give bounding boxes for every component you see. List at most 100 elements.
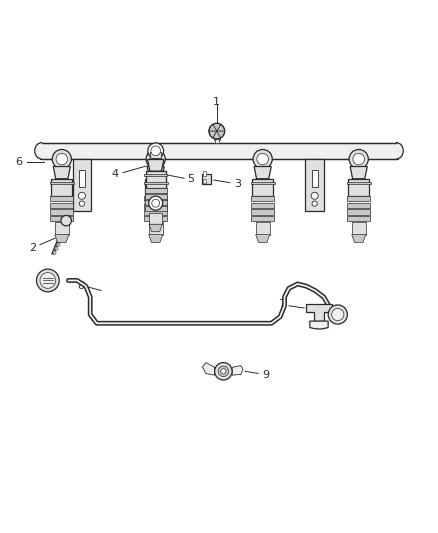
Circle shape <box>152 199 159 207</box>
Circle shape <box>56 154 67 165</box>
Bar <box>40 142 398 159</box>
Circle shape <box>311 192 318 199</box>
Circle shape <box>353 154 364 165</box>
Wedge shape <box>213 131 221 139</box>
Circle shape <box>215 362 232 380</box>
Bar <box>201 174 211 184</box>
Bar <box>146 196 165 201</box>
Circle shape <box>151 146 160 156</box>
Bar <box>396 142 403 159</box>
Circle shape <box>79 201 85 206</box>
Bar <box>145 188 166 193</box>
Bar <box>253 216 272 221</box>
Bar <box>348 179 369 196</box>
Bar <box>352 222 366 235</box>
Circle shape <box>218 366 229 376</box>
Bar <box>145 194 166 199</box>
Bar <box>349 203 368 208</box>
Bar <box>144 203 167 208</box>
Polygon shape <box>55 235 69 243</box>
Circle shape <box>146 149 165 169</box>
Circle shape <box>221 369 226 374</box>
Circle shape <box>312 201 317 206</box>
Wedge shape <box>209 124 217 131</box>
Text: 4: 4 <box>111 169 119 179</box>
Circle shape <box>40 272 56 288</box>
Bar <box>147 200 165 205</box>
Text: 3: 3 <box>234 179 241 189</box>
Bar <box>256 222 270 235</box>
Text: 1: 1 <box>213 97 220 107</box>
Wedge shape <box>209 131 217 138</box>
Polygon shape <box>254 166 271 179</box>
Bar <box>147 194 165 199</box>
Polygon shape <box>306 304 332 321</box>
Bar <box>63 230 66 233</box>
Bar <box>60 235 64 237</box>
Circle shape <box>149 196 162 210</box>
Bar <box>253 203 272 208</box>
Bar <box>42 276 53 285</box>
Bar <box>145 206 166 212</box>
Bar <box>144 216 167 221</box>
Bar <box>52 203 71 208</box>
Bar <box>251 196 274 201</box>
Circle shape <box>148 143 163 159</box>
Bar <box>146 209 165 215</box>
Bar <box>50 196 73 201</box>
Bar <box>149 222 162 235</box>
Circle shape <box>257 154 268 165</box>
Text: 9: 9 <box>262 370 269 380</box>
Circle shape <box>36 269 59 292</box>
Text: 2: 2 <box>29 243 36 253</box>
Bar <box>145 200 166 205</box>
Bar <box>215 140 219 143</box>
Bar <box>347 196 370 201</box>
Polygon shape <box>53 166 71 179</box>
Bar <box>149 213 162 224</box>
Bar <box>331 311 343 320</box>
Polygon shape <box>148 159 164 171</box>
Polygon shape <box>256 235 270 243</box>
Bar <box>64 226 68 229</box>
Text: 7: 7 <box>278 300 286 310</box>
Bar <box>252 179 273 196</box>
Bar <box>253 209 272 215</box>
Bar <box>53 252 56 254</box>
Bar <box>144 196 167 201</box>
Bar <box>35 142 42 159</box>
Bar <box>251 209 274 215</box>
Bar <box>144 174 167 176</box>
Polygon shape <box>350 166 367 179</box>
Bar <box>349 216 368 221</box>
Wedge shape <box>213 123 221 131</box>
Text: 5: 5 <box>187 174 194 184</box>
Bar <box>203 171 206 176</box>
Polygon shape <box>202 362 215 375</box>
Polygon shape <box>149 235 162 243</box>
Bar <box>251 182 275 184</box>
Bar <box>50 203 73 208</box>
Bar <box>347 209 370 215</box>
Polygon shape <box>352 235 366 243</box>
Bar <box>146 203 165 208</box>
Bar <box>147 206 165 212</box>
Circle shape <box>253 149 272 169</box>
Bar <box>203 179 206 183</box>
Bar <box>144 182 168 184</box>
Circle shape <box>332 309 344 321</box>
Bar <box>146 171 166 188</box>
Bar <box>146 216 165 221</box>
Bar <box>253 196 272 201</box>
Bar <box>347 203 370 208</box>
Bar <box>51 179 72 196</box>
Bar <box>251 203 274 208</box>
Bar <box>55 247 58 250</box>
Bar <box>55 222 69 235</box>
Bar <box>50 209 73 215</box>
Polygon shape <box>149 224 162 232</box>
Polygon shape <box>147 166 164 179</box>
Bar <box>305 159 324 212</box>
Text: 8: 8 <box>78 281 85 290</box>
Bar <box>347 216 370 221</box>
